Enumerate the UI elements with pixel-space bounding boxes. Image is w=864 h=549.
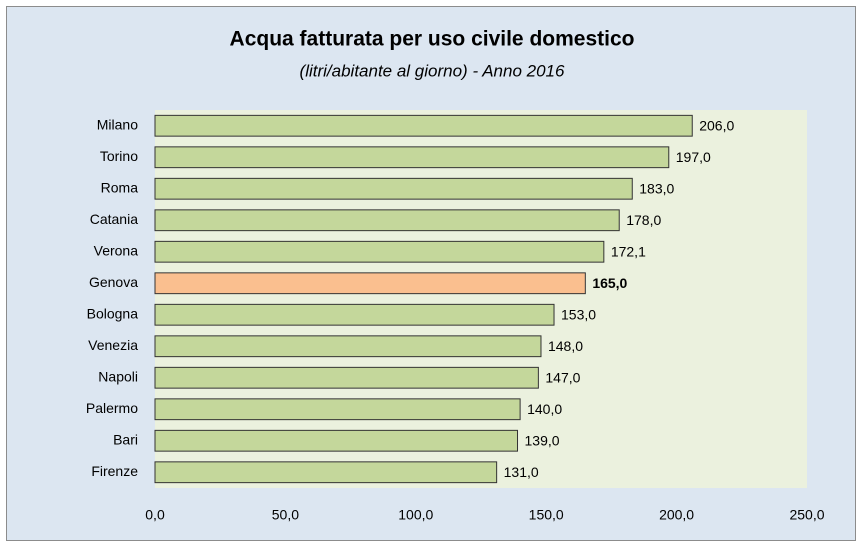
data-label: 139,0 xyxy=(525,432,560,448)
bar xyxy=(154,114,693,137)
data-label: 165,0 xyxy=(592,275,627,291)
data-label: 131,0 xyxy=(504,464,539,480)
y-tick-label: Venezia xyxy=(88,337,138,353)
bar xyxy=(154,177,633,200)
data-label: 140,0 xyxy=(527,401,562,417)
x-tick-label: 150,0 xyxy=(529,507,564,523)
y-tick-label: Genova xyxy=(89,274,138,290)
x-tick-label: 100,0 xyxy=(398,507,433,523)
bar xyxy=(154,303,555,326)
data-label: 197,0 xyxy=(676,149,711,165)
y-tick-label: Firenze xyxy=(91,463,138,479)
x-tick-label: 50,0 xyxy=(272,507,299,523)
y-tick-label: Torino xyxy=(100,148,138,164)
y-tick-label: Palermo xyxy=(86,400,138,416)
x-tick-label: 200,0 xyxy=(659,507,694,523)
data-label: 147,0 xyxy=(545,369,580,385)
bar xyxy=(154,146,670,169)
x-tick-label: 0,0 xyxy=(145,507,165,523)
y-tick-label: Milano xyxy=(97,116,138,132)
y-tick-label: Verona xyxy=(94,242,139,258)
data-label: 172,1 xyxy=(611,243,646,259)
y-tick-label: Bologna xyxy=(87,305,139,321)
plot-area xyxy=(155,110,807,488)
y-tick-label: Napoli xyxy=(98,368,138,384)
y-tick-label: Bari xyxy=(113,431,138,447)
data-label: 183,0 xyxy=(639,180,674,196)
bar xyxy=(154,209,620,232)
bar xyxy=(154,398,521,421)
bar xyxy=(154,461,498,484)
bar xyxy=(154,429,519,452)
data-label: 178,0 xyxy=(626,212,661,228)
bar xyxy=(154,366,539,389)
y-tick-label: Roma xyxy=(101,179,139,195)
bar xyxy=(154,272,586,295)
chart-subtitle: (litri/abitante al giorno) - Anno 2016 xyxy=(300,61,565,80)
data-label: 206,0 xyxy=(699,117,734,133)
chart-title: Acqua fatturata per uso civile domestico xyxy=(230,28,635,51)
x-tick-label: 250,0 xyxy=(789,507,824,523)
data-label: 153,0 xyxy=(561,306,596,322)
data-label: 148,0 xyxy=(548,338,583,354)
y-tick-label: Catania xyxy=(90,211,138,227)
bar xyxy=(154,240,605,263)
bar xyxy=(154,335,542,358)
